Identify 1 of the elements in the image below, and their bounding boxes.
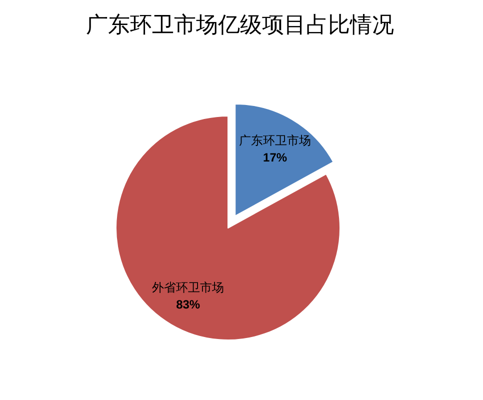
title: 广东环卫市场亿级项目占比情况	[86, 12, 394, 37]
